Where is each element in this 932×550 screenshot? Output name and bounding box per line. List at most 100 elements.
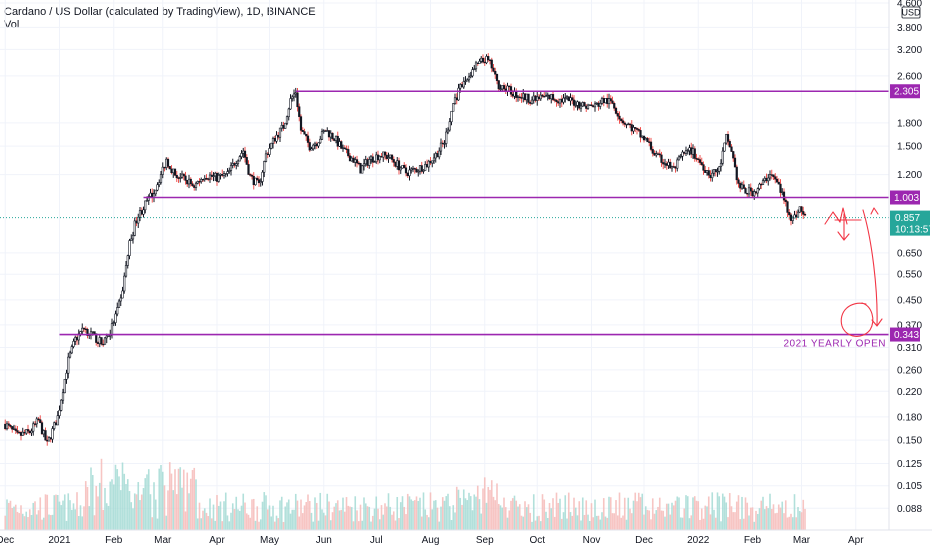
volume-bar xyxy=(354,496,357,530)
price-tick-label: 0.105 xyxy=(897,481,922,492)
candle xyxy=(481,54,485,64)
volume-bar xyxy=(181,487,183,530)
volume-bar xyxy=(774,513,777,530)
candle xyxy=(761,178,765,185)
candle xyxy=(5,421,9,431)
candle xyxy=(506,82,509,97)
candle xyxy=(334,135,338,144)
volume-bar xyxy=(338,510,341,530)
volume-bar xyxy=(357,521,360,530)
volume-bar xyxy=(139,500,141,530)
volume-bar xyxy=(643,514,645,530)
candle xyxy=(436,150,439,158)
candle xyxy=(166,157,170,169)
candle xyxy=(30,428,33,436)
volume-bar xyxy=(480,513,483,530)
price-tick-label: 0.260 xyxy=(897,365,922,376)
volume-bar xyxy=(410,499,413,530)
candle xyxy=(224,173,227,178)
candle xyxy=(257,176,261,187)
candle xyxy=(366,157,369,168)
price-axis[interactable]: 4.600 3.800 3.200 2.600 1.800 1.500 1.200 0.650… xyxy=(888,0,932,530)
volume-bar xyxy=(230,512,232,530)
candle xyxy=(84,326,87,334)
candle xyxy=(336,131,339,150)
candle xyxy=(415,167,418,173)
volume-bar xyxy=(520,515,523,530)
volume-bar xyxy=(791,517,794,530)
candle xyxy=(480,56,483,64)
volume-bar xyxy=(58,501,61,530)
volume-bar xyxy=(9,500,12,530)
volume-bar xyxy=(221,521,224,530)
volume-bar xyxy=(179,467,182,530)
candle xyxy=(585,104,588,113)
candle xyxy=(572,95,576,111)
candle xyxy=(411,165,415,173)
candle xyxy=(277,132,280,140)
volume-bar xyxy=(504,507,507,530)
volume-bar xyxy=(699,519,701,530)
volume-bar xyxy=(464,498,467,530)
candle xyxy=(609,95,612,105)
candle xyxy=(469,71,472,79)
candle xyxy=(658,149,661,158)
volume-bar xyxy=(438,521,441,530)
volume-bar xyxy=(13,506,15,530)
horizontal-levels[interactable] xyxy=(59,90,890,336)
chart-legend-title: Cardano / US Dollar (calculated by Tradi… xyxy=(4,6,316,18)
candle xyxy=(667,158,670,169)
volume-bar xyxy=(198,502,201,530)
volume-bar xyxy=(154,499,157,530)
volume-bar xyxy=(657,506,659,530)
candle xyxy=(46,435,49,446)
time-axis[interactable]: Dec 2021 Feb Mar Apr May Jun Jul Aug Sep Oct Nov Dec… xyxy=(0,529,932,546)
candle xyxy=(695,153,698,162)
volume-bar xyxy=(707,496,710,530)
candle xyxy=(317,142,320,149)
volume-bar xyxy=(174,469,176,530)
candle xyxy=(259,178,262,187)
volume-bar xyxy=(207,516,210,530)
volume-bar xyxy=(287,499,290,530)
hand-drawn-annotation[interactable] xyxy=(824,207,883,337)
volume-bar xyxy=(648,510,651,530)
currency-box[interactable]: USD xyxy=(901,6,921,19)
candle xyxy=(329,130,332,142)
volume-bar xyxy=(375,496,378,530)
candle xyxy=(159,170,163,185)
candle xyxy=(466,78,469,82)
candle xyxy=(690,142,693,158)
candle xyxy=(187,174,191,189)
price-tick-label: 0.180 xyxy=(897,412,922,423)
volume-bar xyxy=(718,496,721,530)
volume-bar xyxy=(795,517,798,530)
volume-bar xyxy=(300,499,302,530)
time-tick-label: Jun xyxy=(316,535,332,546)
candle xyxy=(732,150,735,162)
price-tick-label: 0.220 xyxy=(897,387,922,398)
volume-bar xyxy=(378,519,381,530)
candle xyxy=(86,327,89,339)
volume-bar xyxy=(431,509,434,530)
price-tick-label: 1.500 xyxy=(897,142,922,153)
candle xyxy=(725,133,728,145)
candle xyxy=(371,153,374,168)
volume-bar xyxy=(216,495,218,530)
candle xyxy=(102,339,105,347)
candle xyxy=(599,99,602,110)
candle xyxy=(233,162,236,168)
candle xyxy=(289,94,292,110)
volume-bar xyxy=(557,502,560,530)
candle xyxy=(655,150,658,158)
candle xyxy=(96,341,100,348)
volume-bar xyxy=(263,492,266,530)
candle xyxy=(26,424,30,434)
candle xyxy=(565,95,569,100)
volume-bar xyxy=(524,501,526,530)
candle xyxy=(487,53,490,62)
candle xyxy=(406,172,409,178)
volume-bar xyxy=(384,503,386,530)
candle xyxy=(131,231,135,244)
